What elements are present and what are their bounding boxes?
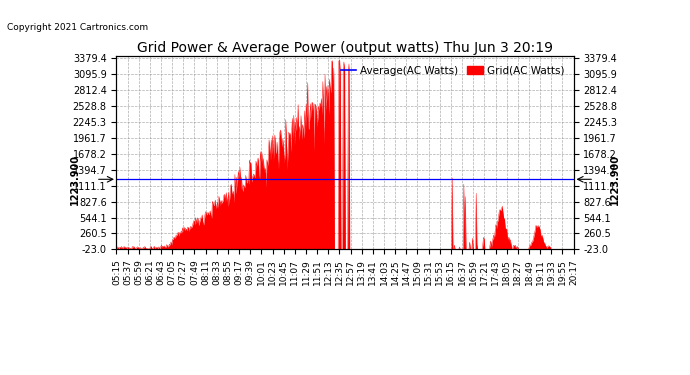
Text: 1223.900: 1223.900 bbox=[610, 154, 620, 205]
Title: Grid Power & Average Power (output watts) Thu Jun 3 20:19: Grid Power & Average Power (output watts… bbox=[137, 41, 553, 55]
Text: Copyright 2021 Cartronics.com: Copyright 2021 Cartronics.com bbox=[7, 23, 148, 32]
Text: 1223.900: 1223.900 bbox=[70, 154, 80, 205]
Legend: Average(AC Watts), Grid(AC Watts): Average(AC Watts), Grid(AC Watts) bbox=[337, 62, 569, 80]
